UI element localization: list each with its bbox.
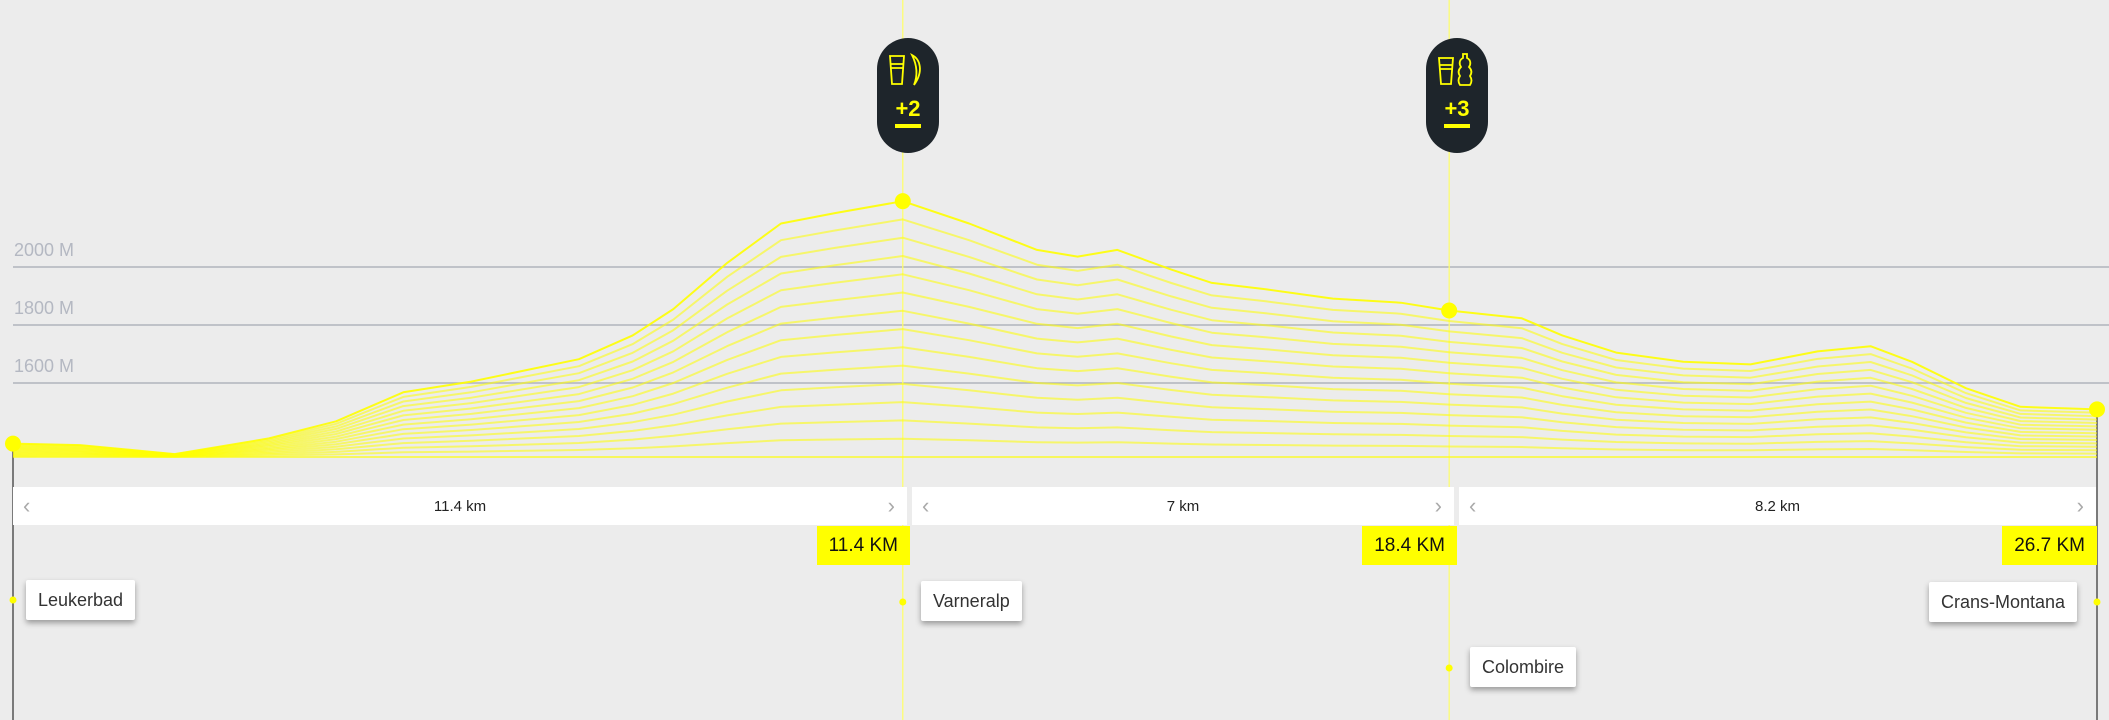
elevation-line-4 — [12, 382, 2098, 458]
label-connector-dot — [2093, 598, 2101, 606]
aid-station-colombire[interactable]: +3 — [1426, 38, 1488, 153]
km-tag-crans-montana: 26.7 KM — [2002, 526, 2097, 565]
elevation-line-10 — [12, 273, 2098, 456]
elevation-line-9 — [12, 291, 2098, 457]
elevation-line-2 — [12, 419, 2098, 458]
km-tag-varneralp: 11.4 KM — [816, 526, 910, 565]
place-label-colombire[interactable]: Colombire — [1470, 647, 1577, 687]
elevation-line-7 — [12, 328, 2098, 457]
km-tag-colombire: 18.4 KM — [1362, 526, 1457, 565]
label-connector-dot — [9, 596, 17, 604]
elevation-line-11 — [12, 255, 2098, 456]
place-label-leukerbad[interactable]: Leukerbad — [26, 580, 136, 620]
segment-distance: 8.2 km — [1754, 497, 1800, 515]
aid-count: +3 — [1444, 96, 1470, 121]
segment-1[interactable]: ‹ 11.4 km › — [13, 487, 907, 525]
elevation-line-1 — [12, 437, 2098, 458]
drink-banana-icon — [889, 52, 921, 86]
elevation-line-13 — [12, 218, 2098, 456]
elevation-line-3 — [12, 401, 2098, 458]
drink-bottle-icon — [1438, 53, 1473, 86]
elevation-line-12 — [12, 236, 2098, 456]
waypoint-dot-leukerbad — [5, 435, 21, 452]
elevation-line-6 — [12, 346, 2098, 457]
segment-2[interactable]: ‹ 7 km › — [912, 487, 1454, 525]
waypoint-dot-crans-montana — [2089, 401, 2105, 418]
segment-distance: 11.4 km — [433, 497, 487, 515]
aid-underline — [1444, 124, 1470, 128]
elevation-line-14 — [12, 200, 2098, 456]
chevron-left-icon[interactable]: ‹ — [922, 493, 930, 518]
label-connector-dot — [899, 598, 907, 606]
waypoint-dot-varneralp — [894, 193, 911, 210]
aid-underline — [895, 124, 921, 128]
chevron-right-icon[interactable]: › — [887, 493, 895, 518]
aid-station-varneralp[interactable]: +2 — [877, 38, 939, 153]
chevron-right-icon[interactable]: › — [1434, 493, 1442, 518]
chevron-right-icon[interactable]: › — [2076, 493, 2084, 518]
label-connector-dot — [1445, 664, 1453, 672]
chevron-left-icon[interactable]: ‹ — [23, 493, 31, 518]
chevron-left-icon[interactable]: ‹ — [1469, 493, 1477, 518]
place-label-crans-montana[interactable]: Crans-Montana — [1929, 582, 2078, 622]
axis-label-1600: 1600 M — [14, 356, 75, 376]
waypoint-dot-colombire — [1441, 302, 1458, 319]
axis-label-1800: 1800 M — [14, 298, 75, 318]
elevation-line-8 — [12, 309, 2098, 457]
place-label-varneralp[interactable]: Varneralp — [921, 581, 1022, 621]
segment-3[interactable]: ‹ 8.2 km › — [1459, 487, 2096, 525]
elevation-line-5 — [12, 364, 2098, 457]
axis-label-2000: 2000 M — [14, 240, 75, 260]
segment-distance: 7 km — [1166, 497, 1200, 515]
aid-count: +2 — [895, 96, 921, 121]
